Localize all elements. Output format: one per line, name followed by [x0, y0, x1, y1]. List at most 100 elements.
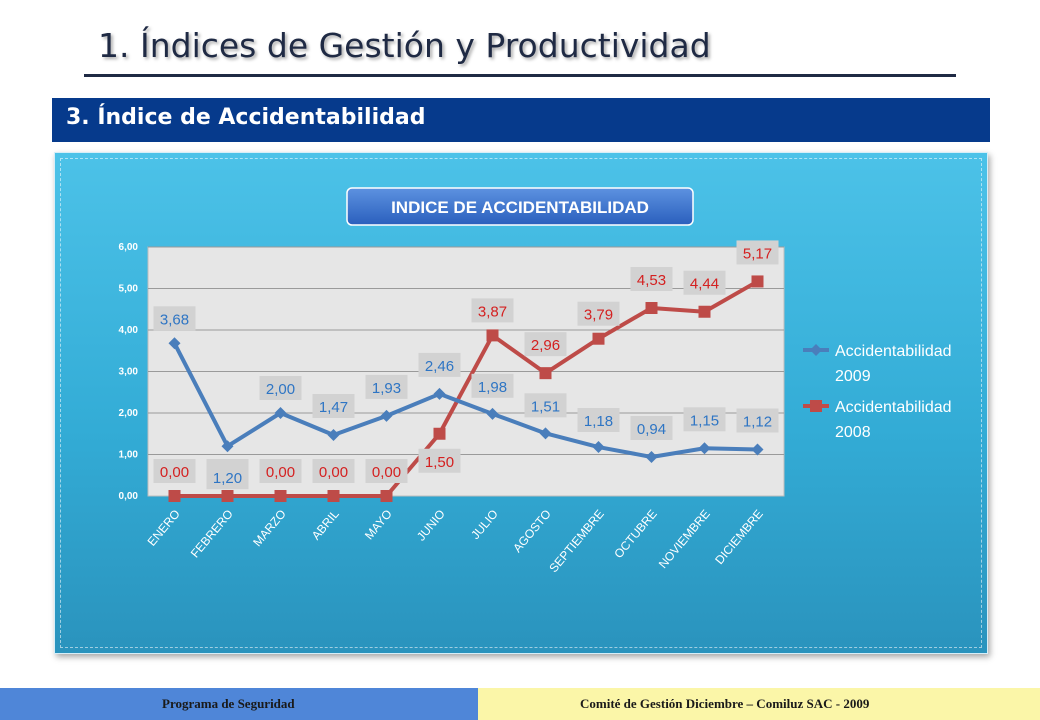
x-tick-label: OCTUBRE [611, 507, 659, 561]
data-label: 1,47 [319, 399, 348, 416]
data-label-box [524, 393, 567, 418]
y-tick-label: 0,00 [119, 491, 139, 502]
data-point [539, 367, 552, 380]
data-point [698, 442, 711, 455]
data-label-box [630, 415, 673, 440]
data-label-box [259, 459, 302, 483]
data-point [221, 440, 234, 453]
data-point [168, 337, 181, 350]
y-tick-label: 2,00 [119, 408, 139, 419]
data-label-box [736, 240, 779, 265]
data-label: 4,53 [637, 272, 666, 289]
footer-right-bar: Comité de Gestión Diciembre – Comiluz SA… [478, 688, 1040, 720]
footer-committee: Comité de Gestión Diciembre – Comiluz SA… [580, 696, 870, 711]
footer-program: Programa de Seguridad [162, 696, 295, 711]
data-point [645, 302, 658, 315]
data-label: 1,15 [690, 412, 719, 429]
series-line [174, 279, 759, 498]
data-label: 1,50 [425, 454, 454, 471]
legend-label: 2009 [835, 368, 871, 385]
data-point [327, 490, 340, 502]
x-tick-label: ENERO [145, 507, 183, 549]
data-point [751, 275, 764, 288]
data-label-box [471, 373, 514, 398]
legend-marker [810, 344, 822, 356]
data-point [274, 490, 287, 502]
data-label-box [153, 459, 196, 483]
data-label: 0,94 [637, 421, 666, 438]
data-label-box [312, 393, 355, 418]
data-label-box [630, 267, 673, 292]
data-label: 1,98 [478, 379, 507, 396]
data-point [433, 427, 446, 440]
x-tick-label: DICIEMBRE [712, 507, 766, 567]
data-label: 1,20 [213, 470, 242, 487]
title-underline [84, 74, 956, 77]
data-point [592, 441, 605, 454]
data-point [751, 443, 764, 456]
data-point [539, 427, 552, 440]
data-point [221, 490, 234, 502]
legend-label: 2008 [835, 424, 871, 441]
data-point [380, 409, 393, 422]
data-label-box [418, 352, 461, 377]
data-label-box [524, 332, 567, 357]
data-label-box [577, 301, 620, 326]
data-label: 2,00 [266, 381, 295, 398]
x-tick-label: MAYO [362, 507, 395, 542]
data-point [698, 305, 711, 318]
data-point [433, 387, 446, 400]
data-label: 1,51 [531, 398, 560, 415]
data-label: 3,87 [478, 303, 507, 320]
x-tick-label: JUNIO [414, 507, 448, 544]
data-label-box [153, 306, 196, 331]
data-point [486, 329, 499, 342]
data-label-box [365, 374, 408, 399]
x-tick-label: JULIO [468, 507, 501, 542]
section-header: 3. Índice de Accidentabilidad [52, 98, 990, 142]
data-point [645, 450, 658, 463]
data-label-box [577, 408, 620, 433]
data-point [486, 407, 499, 420]
data-label: 1,18 [584, 413, 613, 430]
y-tick-label: 6,00 [119, 242, 139, 253]
x-tick-label: ABRIL [309, 507, 342, 543]
page-title: 1. Índices de Gestión y Productividad [98, 26, 711, 65]
data-label: 5,17 [743, 245, 772, 262]
data-point [592, 332, 605, 345]
data-label-box [312, 459, 355, 483]
data-label-box [418, 448, 461, 473]
data-label-box [471, 298, 514, 323]
chart-title: INDICE DE ACCIDENTABILIDAD [391, 198, 649, 217]
data-label: 1,12 [743, 414, 772, 431]
data-label-box [259, 376, 302, 400]
data-label-box [365, 459, 408, 483]
data-label: 3,68 [160, 311, 189, 328]
x-tick-label: MARZO [250, 507, 289, 549]
data-point [327, 428, 340, 441]
section-title: 3. Índice de Accidentabilidad [66, 105, 426, 130]
data-label: 0,00 [319, 464, 348, 481]
data-point [380, 490, 393, 502]
x-tick-label: AGOSTO [510, 507, 554, 555]
data-label-box [683, 270, 726, 295]
data-label: 1,93 [372, 380, 401, 397]
legend-label: Accidentabilidad [835, 343, 952, 360]
footer-left-bar: Programa de Seguridad [0, 688, 478, 720]
data-label-box [683, 407, 726, 432]
x-tick-label: FEBRERO [188, 507, 236, 560]
y-tick-label: 4,00 [119, 325, 139, 336]
data-label: 2,96 [531, 337, 560, 354]
data-label: 0,00 [160, 464, 189, 481]
x-tick-label: SEPTIEMBRE [546, 507, 606, 575]
legend-marker [810, 400, 822, 412]
chart-title-box: INDICE DE ACCIDENTABILIDAD [346, 187, 694, 226]
data-label: 3,79 [584, 307, 613, 324]
series-line [172, 342, 758, 459]
y-tick-label: 1,00 [119, 450, 139, 461]
data-point [168, 490, 181, 502]
data-label: 2,46 [425, 358, 454, 375]
data-label-box [206, 465, 249, 490]
data-label: 0,00 [372, 464, 401, 481]
